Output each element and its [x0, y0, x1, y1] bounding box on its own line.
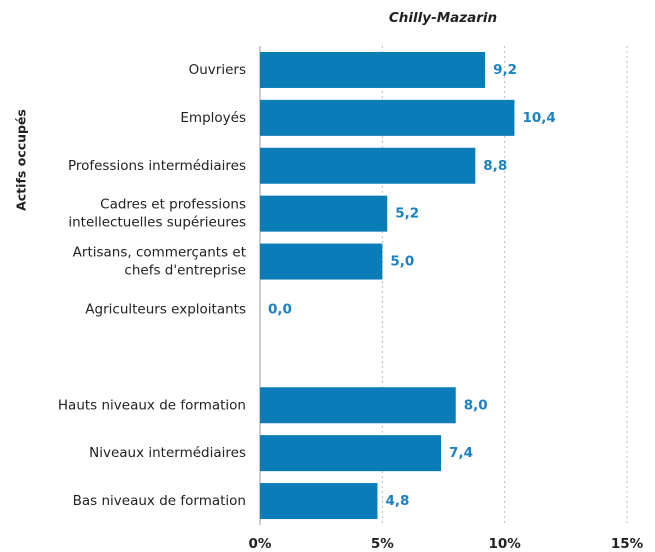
- y-tick-label: Cadres et professions intellectuelles sup…: [68, 197, 246, 231]
- y-tick-label: Hauts niveaux de formation: [58, 397, 246, 413]
- value-label: 7,4: [449, 445, 473, 461]
- x-tick-label: 5%: [371, 536, 394, 552]
- x-tick-label: 0%: [249, 536, 272, 552]
- bar: [260, 483, 378, 520]
- bar: [260, 243, 383, 280]
- value-label: 9,2: [493, 62, 517, 78]
- value-label: 4,8: [385, 493, 409, 509]
- y-tick-label: Agriculteurs exploitants: [85, 301, 246, 317]
- value-label: 8,0: [464, 397, 488, 413]
- bar: [260, 435, 442, 472]
- value-label: 10,4: [522, 110, 555, 126]
- bar: [260, 99, 515, 136]
- bar: [260, 387, 456, 424]
- y-tick-label: Niveaux intermédiaires: [89, 445, 246, 461]
- x-tick-label: 10%: [489, 536, 522, 552]
- y-tick-label: Ouvriers: [189, 62, 246, 78]
- y-tick-label: Professions intermédiaires: [68, 158, 246, 174]
- bar: [260, 195, 388, 232]
- value-label: 0,0: [268, 301, 292, 317]
- value-label: 8,8: [483, 158, 507, 174]
- y-axis-label: Actifs occupés: [14, 109, 29, 211]
- value-label: 5,0: [390, 254, 414, 270]
- value-label: 5,2: [395, 206, 419, 222]
- y-tick-label: Artisans, commerçants et chefs d'entrepri…: [73, 245, 246, 279]
- y-tick-label: Employés: [180, 110, 246, 126]
- x-tick-label: 15%: [611, 536, 644, 552]
- bar: [260, 51, 486, 88]
- bar: [260, 147, 476, 184]
- chart-title: Chilly-Mazarin: [389, 10, 497, 26]
- y-tick-label: Bas niveaux de formation: [73, 493, 246, 509]
